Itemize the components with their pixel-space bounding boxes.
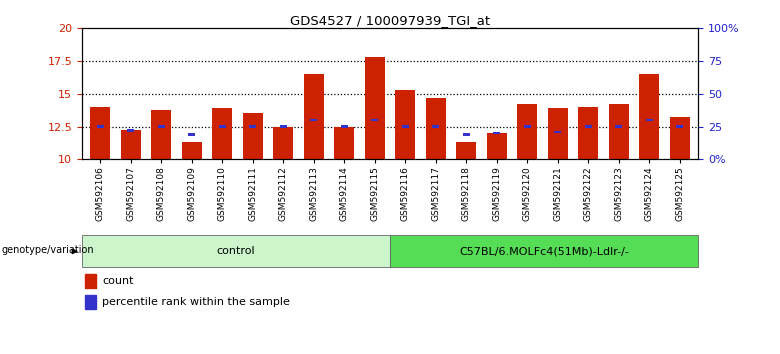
Bar xyxy=(432,125,439,128)
Bar xyxy=(402,125,409,128)
Bar xyxy=(304,74,324,159)
Bar xyxy=(341,125,348,128)
Text: genotype/variation: genotype/variation xyxy=(2,245,94,255)
Bar xyxy=(243,113,263,159)
Bar xyxy=(182,142,202,159)
Bar xyxy=(365,57,385,159)
Bar xyxy=(97,125,104,128)
Bar xyxy=(609,104,629,159)
Bar xyxy=(82,235,390,267)
Bar xyxy=(517,104,537,159)
Bar xyxy=(218,125,225,128)
Bar xyxy=(426,98,445,159)
Bar xyxy=(250,125,256,128)
Bar xyxy=(90,107,110,159)
Bar xyxy=(335,126,354,159)
Bar xyxy=(121,131,140,159)
Bar xyxy=(280,125,287,128)
Bar xyxy=(640,74,659,159)
Bar xyxy=(676,125,683,128)
Bar xyxy=(493,132,500,134)
Bar xyxy=(85,295,96,309)
Bar xyxy=(555,131,562,133)
Bar xyxy=(390,235,698,267)
Bar xyxy=(151,109,171,159)
Bar xyxy=(158,125,165,128)
Bar xyxy=(395,90,415,159)
Bar xyxy=(615,125,622,128)
Text: count: count xyxy=(102,276,133,286)
Bar xyxy=(127,129,134,132)
Bar xyxy=(646,119,653,121)
Bar xyxy=(456,142,476,159)
Bar xyxy=(273,126,293,159)
Title: GDS4527 / 100097939_TGI_at: GDS4527 / 100097939_TGI_at xyxy=(290,14,490,27)
Bar xyxy=(463,133,470,136)
Text: percentile rank within the sample: percentile rank within the sample xyxy=(102,297,290,307)
Bar xyxy=(212,108,232,159)
Bar xyxy=(85,274,96,288)
Bar xyxy=(487,133,507,159)
Text: control: control xyxy=(217,246,255,256)
Bar xyxy=(548,108,568,159)
Bar xyxy=(310,119,317,121)
Text: C57BL/6.MOLFc4(51Mb)-Ldlr-/-: C57BL/6.MOLFc4(51Mb)-Ldlr-/- xyxy=(459,246,629,256)
Bar xyxy=(670,118,690,159)
Bar xyxy=(188,133,195,136)
Bar xyxy=(371,119,378,121)
Bar xyxy=(524,125,530,128)
Bar xyxy=(585,125,592,128)
Bar xyxy=(578,107,598,159)
